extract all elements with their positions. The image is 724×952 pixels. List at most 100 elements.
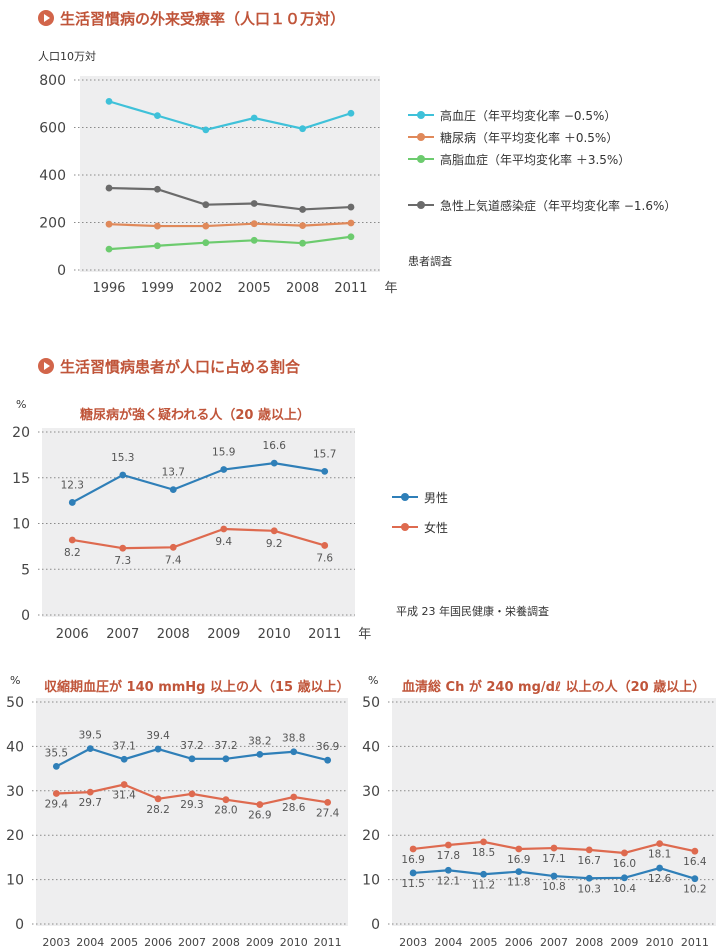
data-label-female: 16.4 [683, 856, 707, 868]
data-point-female [119, 544, 127, 552]
data-point-lipid [202, 239, 210, 247]
data-label-male: 10.2 [683, 884, 706, 896]
y-tick-label: 10 [362, 873, 380, 889]
data-point-male [515, 868, 523, 876]
data-point-respiratory [202, 201, 210, 209]
data-point-male [120, 755, 128, 763]
data-label-female: 26.9 [248, 810, 271, 822]
x-tick-label: 2010 [280, 936, 308, 949]
data-label-female: 7.6 [316, 552, 333, 564]
data-label-male: 37.1 [112, 740, 135, 752]
data-point-female [585, 846, 593, 854]
data-point-male [154, 745, 162, 753]
data-label-female: 7.4 [165, 554, 182, 566]
data-point-hypertension [347, 109, 355, 117]
data-point-male [270, 459, 278, 467]
y-tick-label: 30 [6, 784, 24, 800]
data-label-female: 16.9 [401, 854, 424, 866]
data-point-male [656, 864, 664, 872]
series-line-lipid [108, 235, 352, 251]
data-label-male: 11.8 [507, 877, 530, 889]
data-label-male: 10.3 [578, 883, 601, 895]
series-line-female [72, 527, 326, 550]
legend-swatch-diabetes [408, 132, 434, 142]
plot-area [392, 698, 716, 926]
section-title-share-text: 生活習慣病患者が人口に占める割合 [60, 358, 301, 376]
x-tick-label: 2009 [610, 936, 638, 949]
y-tick-label: 30 [362, 784, 380, 800]
y-tick-label: 20 [12, 425, 30, 441]
data-label-female: 29.3 [180, 799, 203, 811]
data-point-hypertension [105, 97, 113, 105]
y-tick-label: 5 [21, 562, 30, 578]
data-point-diabetes [250, 220, 258, 228]
legend-item-respiratory: 急性上気道感染症（年平均変化率 −1.6%） [408, 194, 676, 216]
data-point-male [52, 762, 60, 770]
legend-label-hypertension: 高血圧（年平均変化率 −0.5%） [440, 108, 617, 123]
y-tick-label: 10 [6, 873, 24, 889]
data-label-female: 9.2 [266, 538, 283, 550]
data-label-female: 28.6 [282, 802, 306, 814]
data-point-lipid [299, 239, 306, 247]
data-label-male: 38.8 [282, 733, 305, 745]
data-label-female: 29.7 [79, 797, 102, 809]
play-circle-icon [38, 10, 54, 26]
y-tick-label: 0 [21, 608, 30, 624]
x-tick-label: 2007 [178, 936, 206, 949]
data-point-male [324, 756, 332, 764]
y-unit-outpatient: 人口10万対 [38, 50, 96, 63]
play-circle-icon [38, 358, 54, 374]
legend-label-diabetes: 糖尿病（年平均変化率 ＋0.5%） [440, 130, 619, 145]
data-point-diabetes [154, 222, 161, 230]
data-point-female [691, 847, 699, 855]
x-tick-label: 2003 [399, 936, 427, 949]
data-point-male [585, 874, 593, 882]
y-tick-label: 40 [6, 739, 24, 755]
data-label-male: 12.1 [437, 875, 460, 887]
data-label-male: 36.9 [316, 741, 339, 753]
data-label-female: 17.8 [437, 850, 460, 862]
data-point-lipid [250, 236, 258, 244]
legend-item-hypertension: 高血圧（年平均変化率 −0.5%） [408, 104, 676, 126]
y-unit-diabetes-share: % [16, 398, 27, 411]
legend-swatch-lipid [408, 154, 434, 164]
data-point-diabetes [347, 219, 355, 227]
data-label-female: 27.4 [316, 807, 340, 819]
y-tick-label: 20 [362, 828, 380, 844]
section-title-outpatient-text: 生活習慣病の外来受療率（人口１０万対） [60, 10, 346, 28]
x-tick-label: 2008 [286, 281, 319, 296]
y-tick-label: 0 [57, 263, 66, 279]
data-label-male: 35.5 [45, 747, 68, 759]
y-tick-label: 0 [371, 917, 380, 933]
legend-swatch-hypertension [408, 110, 434, 120]
x-tick-label: 2008 [157, 627, 190, 642]
data-label-male: 15.7 [313, 448, 336, 460]
data-point-female [220, 525, 228, 533]
data-label-female: 8.2 [64, 547, 81, 559]
source-nutrition-survey: 平成 23 年国民健康・栄養調査 [396, 605, 549, 618]
data-point-male [321, 467, 329, 475]
y-unit-blood-pressure: % [10, 674, 21, 687]
x-tick-label: 2005 [470, 936, 498, 949]
section-title-share: 生活習慣病患者が人口に占める割合 [38, 356, 300, 377]
data-label-male: 13.7 [162, 467, 185, 479]
data-point-female [321, 542, 329, 549]
y-tick-label: 200 [39, 216, 66, 232]
legend-swatch-respiratory [408, 200, 434, 210]
data-label-male: 37.2 [214, 740, 237, 752]
legend-label-female: 女性 [424, 520, 449, 535]
source-patient-survey: 患者調査 [408, 255, 452, 268]
data-label-male: 12.6 [648, 873, 672, 885]
data-point-female [270, 527, 278, 535]
data-point-diabetes [105, 220, 113, 228]
x-tick-label: 2008 [575, 936, 603, 949]
subtitle-blood-pressure: 収縮期血圧が 140 mmHg 以上の人（15 歳以上） [44, 680, 350, 695]
data-label-female: 28.2 [146, 804, 169, 816]
chart-blood-pressure: 0 10 20 30 40 50 2003 2004 2005 2006 2007 2008 2009 2… [6, 695, 348, 949]
x-tick-label: 2011 [334, 281, 367, 296]
data-point-male [256, 750, 264, 758]
x-tick-label: 2007 [540, 936, 568, 949]
x-tick-label: 2002 [189, 281, 222, 296]
x-tick-label: 2006 [144, 936, 172, 949]
data-point-male [444, 866, 452, 874]
